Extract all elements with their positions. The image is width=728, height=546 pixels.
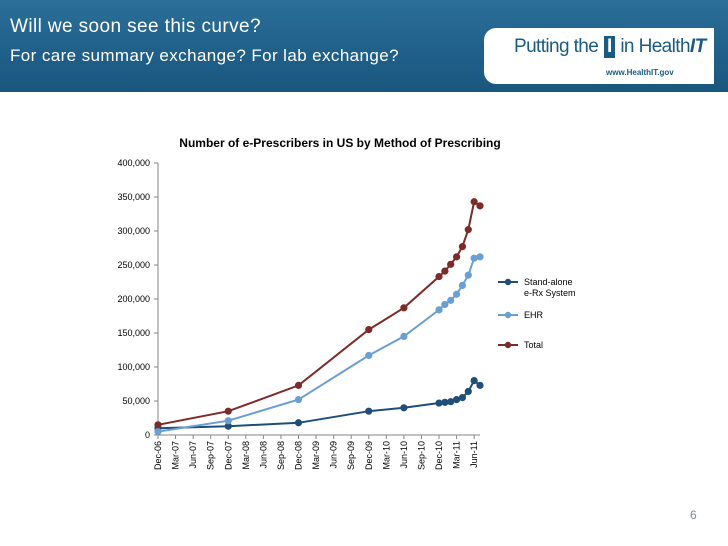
- y-tick-label: 250,000: [117, 260, 150, 270]
- x-tick-label: Dec-09: [364, 441, 374, 470]
- data-point: [224, 422, 232, 430]
- data-point: [294, 381, 303, 389]
- legend-label: Total: [524, 340, 543, 350]
- data-point: [458, 243, 467, 251]
- x-tick-label: Jun-10: [399, 441, 409, 469]
- data-point: [452, 253, 461, 261]
- data-point: [476, 202, 484, 210]
- data-point: [464, 387, 472, 396]
- legend-label: EHR: [524, 310, 544, 320]
- y-tick-label: 50,000: [122, 396, 150, 406]
- data-point: [435, 306, 443, 314]
- data-point: [476, 381, 484, 389]
- data-point: [294, 396, 303, 404]
- y-tick-label: 200,000: [117, 294, 150, 304]
- x-tick-label: Mar-09: [311, 441, 321, 470]
- data-point: [447, 260, 455, 268]
- data-point: [224, 417, 232, 425]
- legend-label: Stand-alone: [524, 277, 573, 287]
- x-tick-label: Jun-07: [188, 441, 198, 469]
- x-tick-label: Jun-09: [329, 441, 339, 469]
- data-point: [458, 281, 467, 289]
- page-number: 6: [690, 508, 697, 522]
- data-point: [441, 267, 449, 275]
- logo-wordmark: Putting the I in HealthIT: [514, 36, 706, 58]
- data-point: [470, 254, 478, 262]
- x-tick-label: Sep-09: [346, 441, 356, 470]
- data-point: [447, 296, 455, 304]
- x-tick-label: Dec-07: [223, 441, 233, 470]
- data-point: [400, 332, 408, 340]
- title-banner: Will we soon see this curve? For care su…: [0, 0, 728, 92]
- x-tick-label: Mar-10: [381, 441, 391, 470]
- x-tick-label: Dec-08: [294, 441, 304, 470]
- line-chart: Number of e-Prescribers in US by Method …: [117, 136, 576, 470]
- data-point: [365, 326, 373, 334]
- data-point: [400, 304, 408, 312]
- data-point: [441, 398, 449, 406]
- series-line: [157, 200, 481, 426]
- x-tick-label: Jun-11: [469, 441, 479, 468]
- series-layer: [154, 198, 484, 436]
- data-point: [365, 351, 373, 360]
- y-tick-label: 150,000: [117, 328, 150, 338]
- data-point: [365, 407, 373, 415]
- y-tick-label: 300,000: [117, 226, 150, 236]
- data-point: [476, 253, 484, 261]
- x-tick-label: Dec-06: [153, 441, 163, 470]
- series-total: [154, 198, 484, 429]
- data-point: [470, 377, 478, 385]
- x-tick-label: Sep-08: [276, 441, 286, 470]
- data-point: [441, 300, 449, 309]
- data-point: [452, 290, 461, 298]
- legend-marker: [504, 341, 512, 349]
- data-point: [400, 404, 408, 412]
- data-point: [470, 198, 478, 206]
- y-tick-label: 0: [145, 430, 150, 440]
- x-tick-label: Sep-10: [416, 441, 426, 470]
- y-tick-label: 100,000: [117, 362, 150, 372]
- slide-title: Will we soon see this curve?: [10, 16, 261, 37]
- data-point: [464, 226, 472, 234]
- chart-axes: 0 50,000 100,000 150,000 200,000 250,000 300,0…: [117, 158, 480, 470]
- x-tick-label: Mar-07: [171, 441, 181, 470]
- x-tick-label: Mar-11: [452, 441, 462, 469]
- logo-url: www.HealthIT.gov: [606, 68, 674, 77]
- data-point: [154, 421, 162, 429]
- x-tick-label: Jun-08: [258, 441, 268, 469]
- chart-title: Number of e-Prescribers in US by Method …: [179, 136, 500, 150]
- data-point: [447, 398, 455, 406]
- legend-marker: [504, 311, 512, 319]
- data-point: [154, 428, 162, 436]
- legend-label: e-Rx System: [524, 288, 576, 298]
- x-tick-label: Dec-10: [434, 441, 444, 470]
- data-point: [294, 419, 303, 427]
- healthit-logo: Putting the I in HealthIT www.HealthIT.g…: [484, 28, 714, 84]
- data-point: [224, 407, 232, 415]
- y-tick-label: 350,000: [117, 192, 150, 202]
- x-tick-label: Sep-07: [206, 441, 216, 470]
- data-point: [452, 396, 461, 404]
- series-ehr: [154, 253, 484, 436]
- data-point: [435, 399, 443, 407]
- x-tick-label: Mar-08: [241, 441, 251, 470]
- y-tick-label: 400,000: [117, 158, 150, 168]
- data-point: [435, 272, 443, 281]
- slide-subtitle: For care summary exchange? For lab excha…: [10, 46, 399, 65]
- data-point: [458, 394, 467, 402]
- data-point: [464, 271, 472, 279]
- legend-marker: [504, 278, 512, 286]
